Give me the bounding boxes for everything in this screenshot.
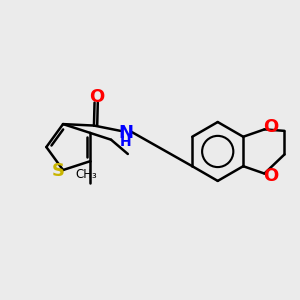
Text: O: O	[263, 167, 278, 185]
Text: N: N	[118, 124, 133, 142]
Text: O: O	[263, 118, 278, 136]
Text: O: O	[89, 88, 104, 106]
Text: H: H	[120, 135, 132, 149]
Text: CH₃: CH₃	[76, 168, 98, 181]
Text: S: S	[52, 163, 65, 181]
